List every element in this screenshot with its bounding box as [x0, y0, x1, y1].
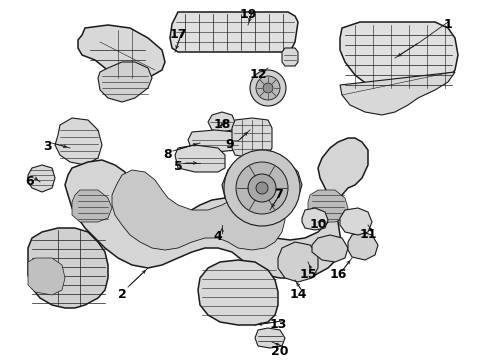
Text: 19: 19 — [239, 8, 257, 21]
Polygon shape — [188, 130, 240, 152]
Polygon shape — [55, 118, 102, 165]
Polygon shape — [340, 22, 458, 95]
Text: 13: 13 — [270, 318, 287, 331]
Polygon shape — [65, 138, 368, 278]
Polygon shape — [232, 118, 272, 158]
Polygon shape — [340, 72, 455, 115]
Polygon shape — [175, 145, 225, 172]
Polygon shape — [282, 48, 298, 66]
Text: 12: 12 — [249, 68, 267, 81]
Circle shape — [236, 162, 288, 214]
Polygon shape — [340, 208, 372, 235]
Text: 6: 6 — [25, 175, 34, 188]
Polygon shape — [28, 228, 108, 308]
Text: 2: 2 — [118, 288, 126, 301]
Polygon shape — [198, 260, 278, 325]
Text: 11: 11 — [359, 228, 377, 241]
Text: 9: 9 — [226, 138, 234, 151]
Polygon shape — [98, 62, 152, 102]
Circle shape — [263, 83, 273, 93]
Circle shape — [248, 174, 276, 202]
Polygon shape — [302, 208, 328, 230]
Text: 18: 18 — [213, 118, 231, 131]
Text: 14: 14 — [289, 288, 307, 301]
Text: 1: 1 — [443, 18, 452, 31]
Polygon shape — [308, 190, 348, 222]
Polygon shape — [348, 232, 378, 260]
Polygon shape — [112, 170, 285, 250]
Text: 17: 17 — [169, 28, 187, 41]
Text: 5: 5 — [173, 160, 182, 173]
Polygon shape — [28, 165, 55, 192]
Polygon shape — [312, 235, 348, 262]
Polygon shape — [255, 328, 285, 348]
Polygon shape — [72, 190, 112, 222]
Polygon shape — [208, 112, 235, 132]
Text: 10: 10 — [309, 218, 327, 231]
Polygon shape — [170, 12, 298, 52]
Polygon shape — [278, 242, 318, 282]
Circle shape — [224, 150, 300, 226]
Text: 4: 4 — [214, 230, 222, 243]
Polygon shape — [222, 158, 302, 212]
Polygon shape — [28, 258, 65, 295]
Text: 7: 7 — [273, 188, 282, 201]
Text: 15: 15 — [299, 268, 317, 281]
Circle shape — [256, 76, 280, 100]
Text: 16: 16 — [329, 268, 347, 281]
Text: 3: 3 — [43, 140, 51, 153]
Text: 8: 8 — [164, 148, 172, 161]
Circle shape — [250, 70, 286, 106]
Text: 20: 20 — [271, 345, 289, 358]
Polygon shape — [78, 25, 165, 82]
Circle shape — [256, 182, 268, 194]
